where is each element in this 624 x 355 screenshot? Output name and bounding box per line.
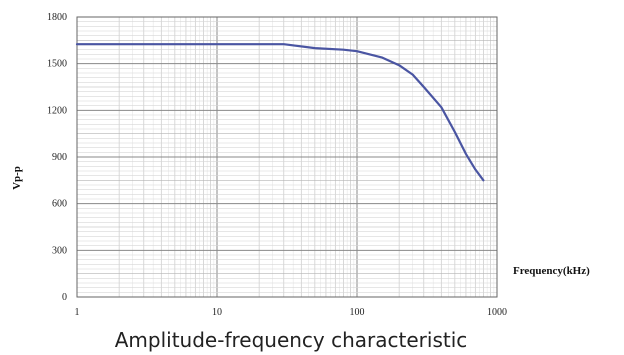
series-layer xyxy=(77,44,483,180)
x-tick-label: 100 xyxy=(350,307,365,318)
y-axis-title: Vp-p xyxy=(11,166,23,190)
grid-lines xyxy=(77,17,497,297)
y-tick-label: 1500 xyxy=(47,59,67,70)
axis-ticks: 0 300 600 900 1200 1500 1800 1 10 100 1000 xyxy=(47,12,507,318)
x-tick-label: 1000 xyxy=(487,307,507,318)
x-axis-title: Frequency(kHz) xyxy=(513,265,590,277)
x-tick-label: 10 xyxy=(212,307,222,318)
y-tick-label: 1200 xyxy=(47,105,67,116)
y-tick-label: 0 xyxy=(62,292,67,303)
x-tick-label: 1 xyxy=(75,307,80,318)
y-tick-label: 900 xyxy=(52,152,67,163)
y-tick-label: 300 xyxy=(52,245,67,256)
vpp-series-line xyxy=(77,44,483,180)
chart-caption: Amplitude-frequency characteristic xyxy=(115,328,468,352)
y-tick-label: 600 xyxy=(52,199,67,210)
y-tick-label: 1800 xyxy=(47,12,67,23)
